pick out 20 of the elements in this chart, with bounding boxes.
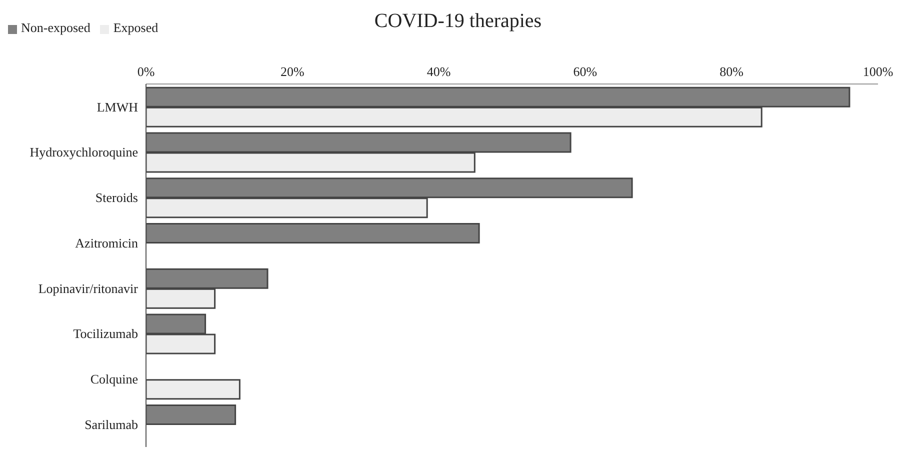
bar bbox=[146, 379, 240, 400]
x-tick-label: 20% bbox=[280, 64, 304, 79]
y-tick-label: Tocilizumab bbox=[73, 326, 138, 342]
chart-title: COVID-19 therapies bbox=[374, 10, 542, 32]
y-tick-label: Azitromicin bbox=[75, 235, 138, 250]
bar bbox=[146, 223, 480, 244]
bar bbox=[146, 404, 236, 426]
y-tick-label: Colquine bbox=[90, 372, 138, 387]
x-tick-label: 60% bbox=[573, 64, 598, 79]
legend-label: Non-exposed bbox=[21, 20, 90, 35]
legend-label: Exposed bbox=[113, 20, 158, 35]
x-tick-label: 40% bbox=[426, 64, 451, 79]
y-tick-label: Steroids bbox=[95, 190, 138, 206]
y-tick-label: Lopinavir/ritonavir bbox=[38, 280, 139, 296]
y-tick-label: Sarilumab bbox=[84, 416, 138, 432]
y-tick-label: Hydroxychloroquine bbox=[30, 144, 138, 160]
x-tick-label: 0% bbox=[137, 64, 155, 79]
y-tick-label: LMWH bbox=[96, 99, 138, 114]
x-tick-label: 100% bbox=[862, 64, 894, 79]
x-tick-label: 80% bbox=[720, 64, 744, 79]
